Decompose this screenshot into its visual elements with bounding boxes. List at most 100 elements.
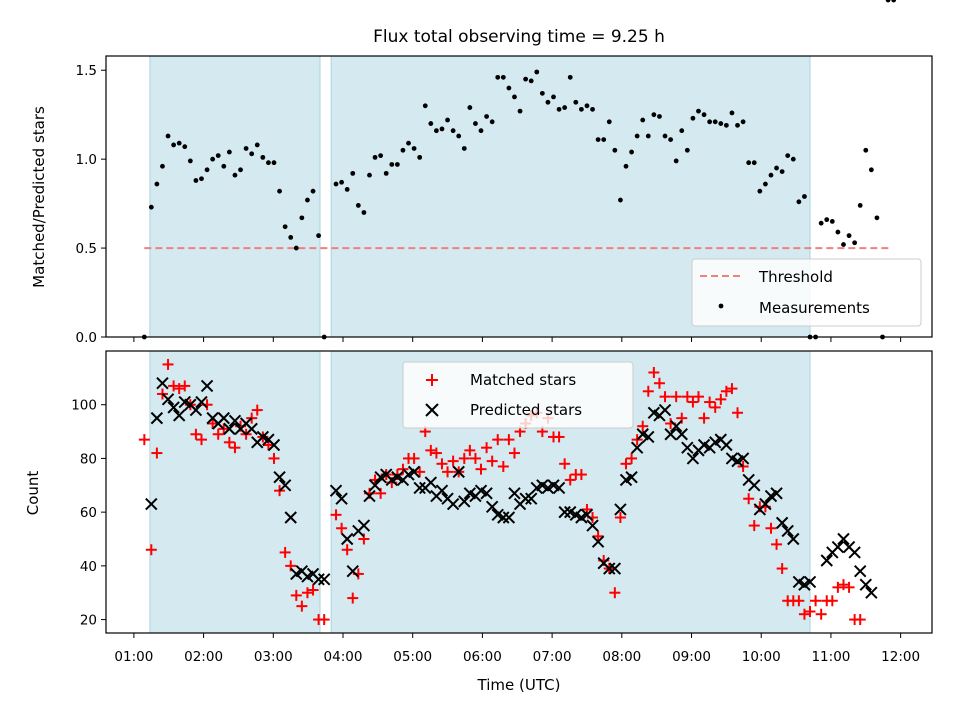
- matched-star-point: [559, 458, 571, 470]
- measurement-point: [339, 179, 345, 185]
- predicted-star-point: [603, 562, 616, 575]
- measurement-point: [863, 147, 869, 153]
- predicted-marker-b: [435, 484, 449, 497]
- matched-star-point: [798, 608, 810, 620]
- predicted-marker-b: [340, 532, 354, 546]
- predicted-marker-b: [368, 479, 382, 492]
- predicted-marker-b: [647, 406, 661, 419]
- predicted-marker-b: [697, 438, 711, 452]
- predicted-marker-b: [524, 492, 538, 505]
- matched-star-point: [492, 434, 504, 446]
- predicted-star-point: [452, 465, 465, 479]
- matched-star-point: [458, 452, 470, 464]
- predicted-marker-b: [312, 573, 325, 586]
- matched-star-point: [296, 600, 308, 612]
- matched-star-point: [765, 522, 777, 534]
- predicted-marker-b: [552, 481, 566, 495]
- predicted-marker-b: [407, 465, 421, 479]
- matched-star-point: [681, 391, 693, 403]
- measurement-point: [383, 170, 389, 176]
- predicted-marker-b: [200, 379, 214, 393]
- measurement-point: [645, 133, 651, 139]
- predicted-marker-b: [848, 546, 861, 559]
- measurement-point: [601, 137, 607, 142]
- ratio-y-ticks: 0.0 0.5 1.0 1.5: [76, 63, 106, 346]
- matched-star-point: [347, 592, 359, 604]
- measurement-point: [567, 74, 573, 80]
- predicted-star-point: [245, 422, 258, 436]
- matched-star-point: [732, 407, 744, 419]
- legend-matched-label: Matched stars: [470, 371, 576, 389]
- measurement-point: [774, 165, 779, 171]
- measurement-point: [288, 235, 294, 240]
- y-tick-label: 20: [80, 613, 97, 629]
- predicted-marker-b: [245, 422, 258, 436]
- predicted-star-point: [720, 438, 733, 452]
- measurement-point: [768, 172, 774, 178]
- predicted-star-point: [630, 441, 644, 454]
- predicted-star-point: [519, 492, 532, 505]
- matched-star-point: [804, 606, 816, 618]
- predicted-star-point: [413, 481, 426, 495]
- legend-predicted-swatch: [425, 403, 439, 417]
- predicted-star-point: [781, 524, 794, 538]
- matched-star-point: [626, 452, 638, 464]
- measurement-point: [684, 147, 690, 153]
- measurement-point: [299, 215, 305, 221]
- matched-star-point: [195, 434, 207, 446]
- predicted-star-point: [775, 516, 789, 530]
- predicted-marker-b: [859, 578, 872, 591]
- y-tick-label: 40: [80, 559, 97, 575]
- matched-star-point: [425, 444, 437, 456]
- measurement-point: [595, 137, 601, 142]
- predicted-star-point: [458, 495, 471, 508]
- matched-star-point: [430, 447, 442, 459]
- measurement-point: [355, 202, 361, 208]
- predicted-marker-b: [256, 430, 270, 444]
- matched-star-point: [843, 581, 855, 593]
- matched-star-point: [223, 436, 235, 448]
- predicted-marker-b: [608, 562, 622, 575]
- predicted-star-point: [787, 532, 800, 546]
- matched-star-point: [138, 434, 150, 446]
- measurement-point: [757, 188, 763, 194]
- x-tick-label: 02:00: [184, 649, 223, 665]
- x-tick-label: 06:00: [463, 649, 502, 665]
- predicted-star-point: [346, 565, 359, 578]
- predicted-marker-b: [636, 428, 649, 441]
- matched-star-point: [575, 469, 587, 481]
- x-tick-label: 08:00: [602, 649, 641, 665]
- measurement-point: [885, 0, 891, 3]
- y-tick-label: 0.5: [76, 241, 97, 257]
- predicted-marker-b: [664, 428, 677, 441]
- matched-star-point: [810, 595, 822, 607]
- predicted-star-point: [446, 497, 460, 511]
- measurement-point: [171, 142, 177, 148]
- measurement-point: [891, 0, 897, 3]
- matched-star-point: [698, 412, 710, 424]
- counts-axes-frame: [105, 350, 933, 634]
- predicted-marker-b: [853, 565, 867, 578]
- measurement-point: [623, 163, 629, 169]
- matched-star-point: [290, 589, 302, 601]
- predicted-star-point: [820, 554, 833, 567]
- counts-legend: Matched stars Predicted stars: [402, 361, 634, 429]
- predicted-marker-b: [865, 586, 878, 599]
- matched-star-point: [341, 544, 353, 556]
- measurement-point: [310, 188, 316, 194]
- predicted-marker-b: [474, 484, 488, 497]
- predicted-star-point: [424, 476, 438, 489]
- predicted-marker-b: [391, 471, 404, 484]
- predicted-star-point: [167, 401, 180, 414]
- measurement-point: [662, 133, 668, 139]
- predicted-marker-b: [502, 511, 516, 524]
- matched-star-point: [145, 544, 157, 556]
- measurement-point: [763, 181, 768, 187]
- predicted-marker-b: [642, 430, 655, 444]
- predicted-star-point: [317, 573, 331, 586]
- measurement-point: [411, 146, 417, 151]
- y-tick-label: 100: [71, 398, 97, 414]
- measurement-point: [160, 163, 165, 169]
- legend-matched-swatch: [426, 374, 438, 386]
- predicted-star-point: [859, 578, 872, 591]
